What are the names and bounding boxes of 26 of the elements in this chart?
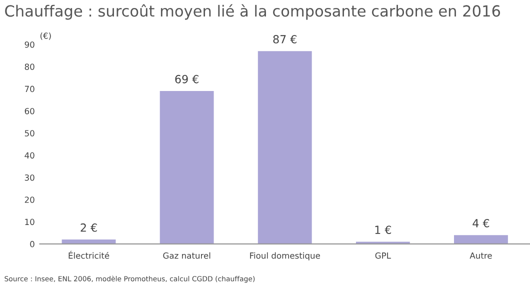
data-label: 1 €	[375, 226, 392, 234]
y-tick-label: 90	[24, 41, 34, 48]
data-label: 69 €	[175, 74, 198, 84]
bar	[258, 51, 312, 244]
y-tick-label: 20	[24, 196, 34, 203]
chart-title: Chauffage : surcoût moyen lié à la composante carbone en 2016	[5, 4, 500, 20]
y-tick-label: 70	[24, 86, 34, 92]
x-tick-label: Autre	[470, 252, 492, 259]
bar	[454, 235, 508, 244]
data-label: 2 €	[80, 223, 97, 232]
y-tick-label: 50	[24, 130, 34, 136]
y-tick-label: 10	[25, 218, 34, 226]
x-tick-label: Fioul domestique	[250, 252, 320, 260]
x-tick-label: Électricité	[68, 250, 110, 259]
y-tick-label: 60	[24, 108, 34, 114]
bar	[160, 91, 214, 244]
bar	[62, 240, 116, 244]
x-tick-label: Gaz naturel	[163, 252, 210, 259]
y-tick-label: 0	[30, 240, 34, 248]
y-tick-label: 80	[24, 64, 34, 70]
data-label: 4 €	[472, 218, 490, 228]
data-label: 87 €	[273, 35, 297, 44]
y-tick-label: 40	[24, 152, 34, 159]
y-tick-label: 30	[24, 174, 34, 181]
x-tick-label: GPL	[375, 252, 391, 259]
y-axis-title: (€)	[40, 32, 51, 40]
